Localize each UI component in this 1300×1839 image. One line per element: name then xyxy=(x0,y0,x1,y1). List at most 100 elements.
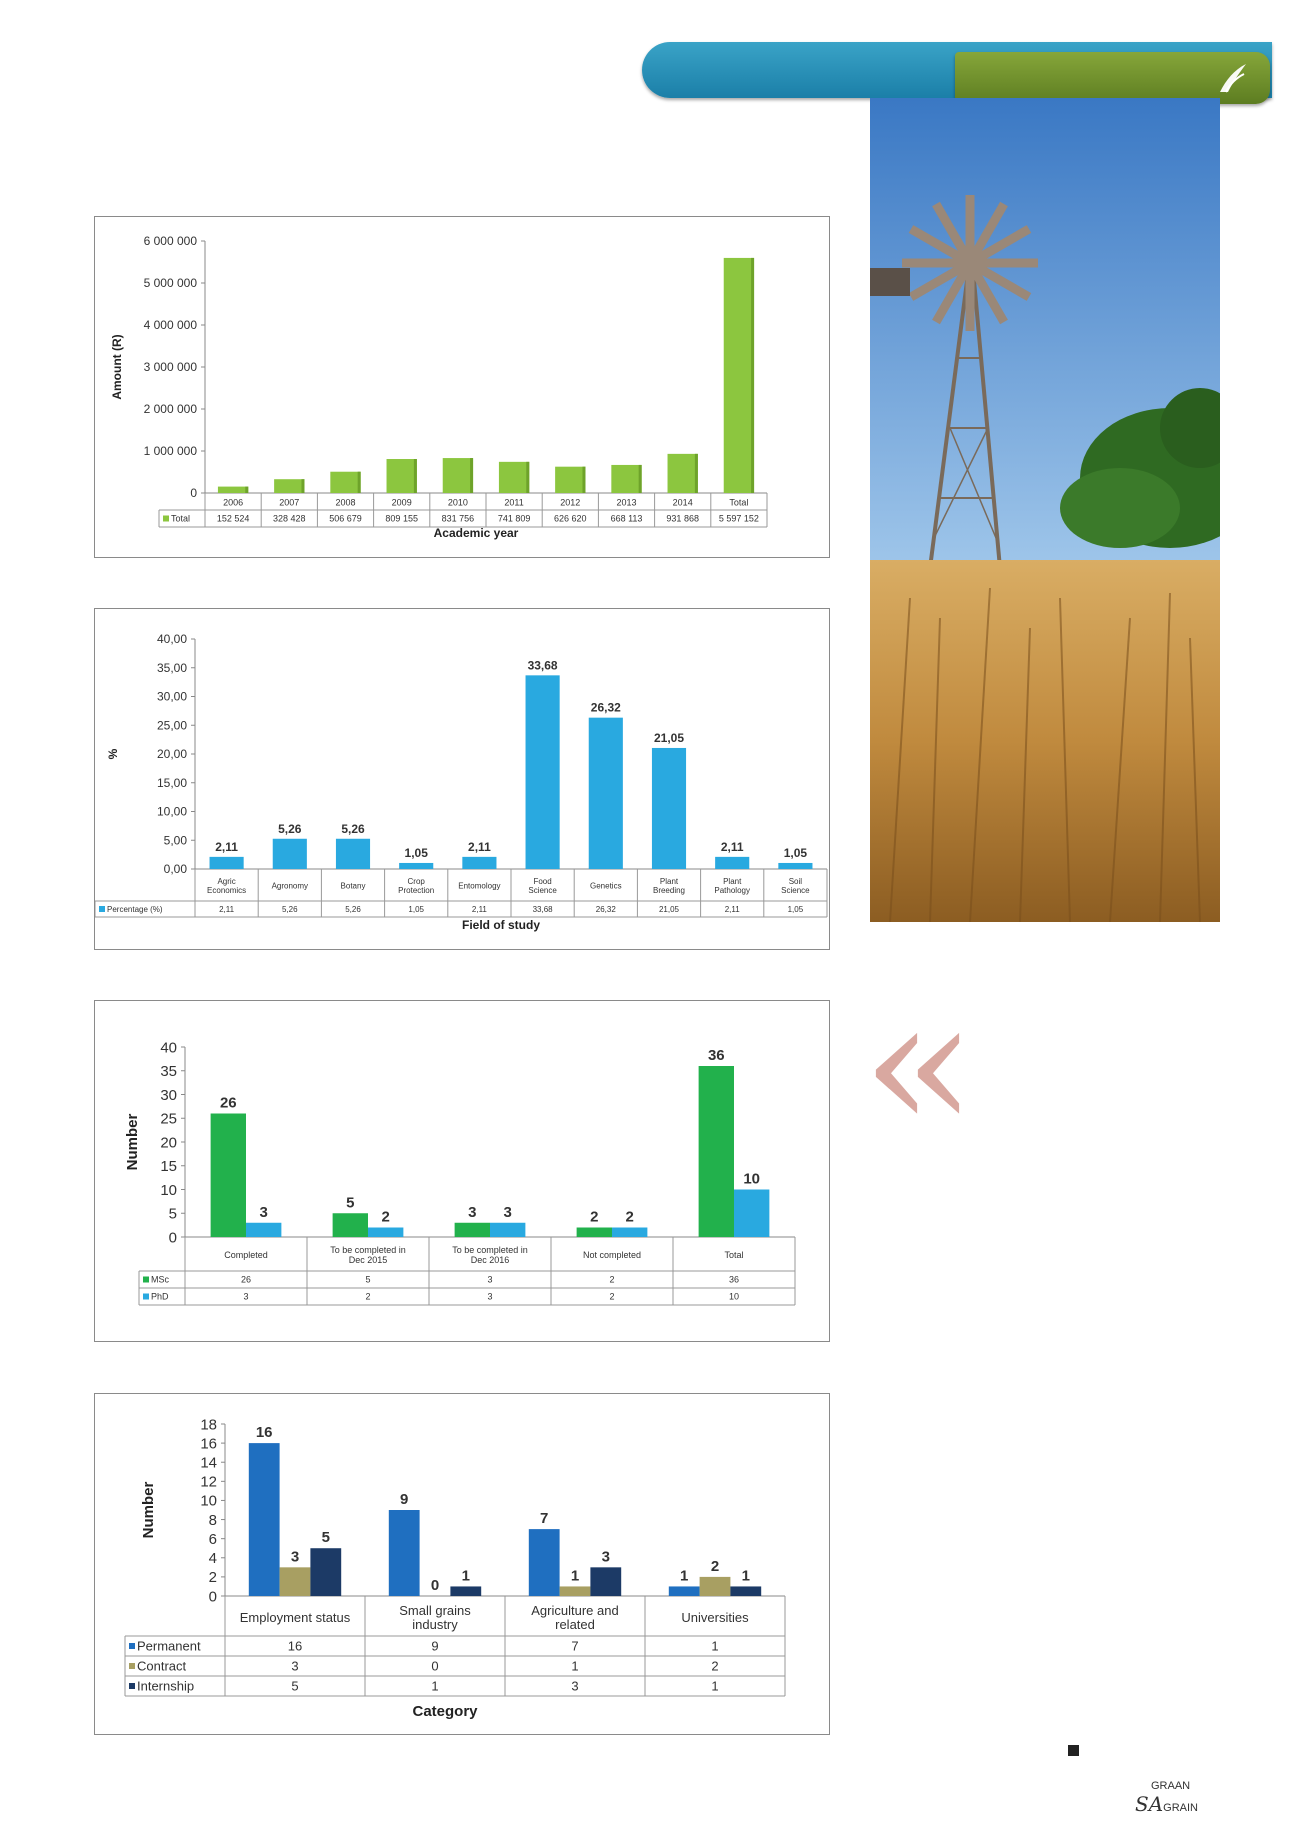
x-category-label: Agriculture and xyxy=(531,1603,618,1618)
y-tick-label: 18 xyxy=(200,1416,217,1433)
bar-shade xyxy=(413,459,417,493)
logo-bottom-text: GRAIN xyxy=(1163,1802,1198,1814)
bar xyxy=(576,1227,612,1237)
y-tick-label: 8 xyxy=(209,1512,217,1529)
logo-sa-text: SA xyxy=(1135,1792,1164,1816)
table-value: 21,05 xyxy=(659,905,680,914)
y-tick-label: 16 xyxy=(200,1435,217,1452)
bar-shade xyxy=(751,257,755,493)
table-value: 2 xyxy=(365,1292,370,1302)
data-label: 0 xyxy=(431,1577,439,1594)
y-tick-label: 0 xyxy=(209,1588,217,1605)
x-category-label: industry xyxy=(412,1617,458,1632)
x-category-label: 2013 xyxy=(616,498,636,508)
x-category-label: Dec 2015 xyxy=(349,1255,388,1265)
y-tick-label: 35 xyxy=(160,1063,177,1080)
table-value: 2,11 xyxy=(472,905,488,914)
y-tick-label: 5,00 xyxy=(164,833,188,847)
x-category-label: 2011 xyxy=(504,498,523,508)
data-label: 9 xyxy=(400,1491,408,1508)
table-value: 16 xyxy=(288,1639,302,1654)
data-label: 1 xyxy=(742,1567,750,1584)
table-value: 36 xyxy=(729,1275,739,1285)
x-category-label: Small grains xyxy=(399,1603,471,1618)
y-tick-label: 20 xyxy=(160,1134,177,1151)
bar xyxy=(386,459,417,493)
grain-logo-icon xyxy=(1220,64,1246,93)
bar xyxy=(454,1222,490,1237)
bar xyxy=(368,1227,404,1237)
y-tick-label: 15,00 xyxy=(157,776,187,790)
legend-label: PhD xyxy=(151,1292,169,1302)
data-label: 3 xyxy=(602,1548,610,1565)
bar xyxy=(388,1510,420,1596)
table-value: 1 xyxy=(711,1679,718,1694)
table-value: 809 155 xyxy=(385,514,418,524)
y-tick-label: 14 xyxy=(200,1454,217,1471)
header-tab xyxy=(955,52,1270,104)
legend-label: Internship xyxy=(137,1679,194,1694)
y-tick-label: 2 xyxy=(209,1569,217,1586)
y-axis-label: % xyxy=(106,748,120,759)
chart-funding-by-year: 0 1 000 000 2 000 000 3 000 000 4 000 000 5 0… xyxy=(94,216,830,558)
y-tick-label: 10 xyxy=(160,1182,177,1199)
y-tick-label: 30,00 xyxy=(157,690,187,704)
bar xyxy=(217,486,249,493)
x-category-label: 2006 xyxy=(223,498,243,508)
bar xyxy=(555,466,586,493)
data-label: 3 xyxy=(291,1548,299,1565)
y-tick-label: 10 xyxy=(200,1493,217,1510)
table-value: 2 xyxy=(711,1659,718,1674)
data-label: 1,05 xyxy=(784,846,808,860)
legend-label: Permanent xyxy=(137,1639,201,1654)
table-value: 1 xyxy=(711,1639,718,1654)
x-category-label: Agronomy xyxy=(272,882,308,891)
table-value: 831 756 xyxy=(442,514,475,524)
bar-shade xyxy=(638,464,642,493)
legend-swatch xyxy=(129,1643,135,1649)
table-value: 1,05 xyxy=(788,905,804,914)
legend-swatch xyxy=(143,1276,149,1283)
data-label: 5 xyxy=(322,1529,330,1546)
data-label: 5 xyxy=(346,1194,354,1211)
bar xyxy=(667,453,698,493)
data-label: 16 xyxy=(256,1424,273,1441)
bar xyxy=(730,1586,762,1596)
x-category-label: Food xyxy=(533,877,551,886)
y-tick-label: 20,00 xyxy=(157,747,187,761)
legend-label: Contract xyxy=(137,1659,187,1674)
table-value: 931 868 xyxy=(666,514,699,524)
x-category-label: Crop xyxy=(408,877,426,886)
bar xyxy=(559,1586,591,1596)
x-axis-label: Field of study xyxy=(462,918,540,932)
x-category-label: Total xyxy=(729,498,748,508)
windmill-wheat-photo xyxy=(870,98,1220,922)
data-label: 2 xyxy=(711,1558,719,1575)
x-category-label: 2007 xyxy=(279,498,299,508)
table-value: 2 xyxy=(609,1275,614,1285)
data-label: 3 xyxy=(504,1204,512,1221)
bar xyxy=(246,1222,282,1237)
y-tick-label: 0 xyxy=(190,486,197,500)
x-category-label: Science xyxy=(528,886,557,895)
bar xyxy=(310,1548,342,1596)
table-value: 328 428 xyxy=(273,514,306,524)
x-category-label: 2010 xyxy=(448,498,468,508)
chart-employment-category: 0 2 4 6 8 10 12 14 16 18 Number 16 9 7 1 3 0 1 2 5 1 3 1 Employ… xyxy=(94,1393,830,1735)
data-label: 1 xyxy=(571,1567,579,1584)
bar xyxy=(210,1113,246,1237)
data-label: 5,26 xyxy=(341,822,365,836)
bar xyxy=(490,1222,526,1237)
table-value: 5 597 152 xyxy=(719,514,759,524)
y-tick-label: 40,00 xyxy=(157,632,187,646)
data-label: 21,05 xyxy=(654,731,684,745)
table-value: 10 xyxy=(729,1292,739,1302)
table-value: 33,68 xyxy=(533,905,554,914)
bar xyxy=(279,1567,311,1596)
y-axis-label: Amount (R) xyxy=(110,334,124,399)
x-category-label: Breeding xyxy=(653,886,685,895)
x-category-label: related xyxy=(555,1617,595,1632)
bar xyxy=(498,461,530,493)
x-category-label: Completed xyxy=(224,1250,268,1260)
bar xyxy=(715,856,750,869)
